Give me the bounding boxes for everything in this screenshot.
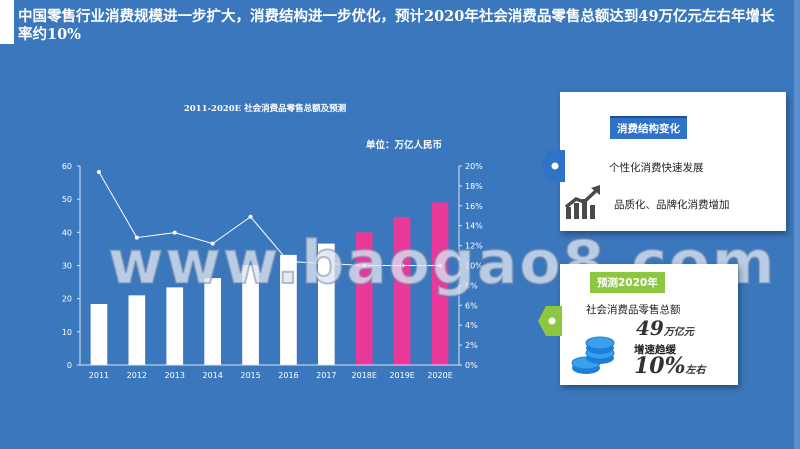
- quality-brand-consumption-text: 品质化、品牌化消费增加: [614, 199, 730, 211]
- growth-point-2011: [96, 169, 101, 174]
- growth-rate-value: 10%左右: [634, 353, 706, 379]
- right-tick-label: 10%: [465, 262, 483, 271]
- card1-side-arrow: [541, 150, 565, 182]
- x-tick-label: 2012: [127, 371, 147, 380]
- x-tick-label: 2018E: [352, 371, 377, 380]
- right-tick-label: 12%: [465, 242, 483, 251]
- right-tick-label: 16%: [465, 202, 483, 211]
- right-tick-label: 2%: [465, 341, 478, 350]
- x-tick-label: 2014: [202, 371, 222, 380]
- growth-point-2013: [172, 230, 177, 235]
- bar-2013: [166, 287, 184, 365]
- right-tick-label: 8%: [465, 281, 478, 290]
- growth-point-2016: [286, 259, 291, 264]
- sales-value: 49万亿元: [636, 316, 694, 340]
- growth-point-2018E: [362, 263, 367, 268]
- unit-label: 单位：万亿人民币: [366, 139, 443, 151]
- left-tick-label: 0: [67, 361, 72, 370]
- x-tick-label: 2017: [316, 371, 336, 380]
- right-tick-label: 0%: [465, 361, 478, 370]
- left-tick-label: 50: [62, 195, 72, 204]
- card2-side-arrow: [538, 306, 562, 336]
- right-tick-label: 18%: [465, 182, 483, 191]
- growth-point-2012: [134, 235, 139, 240]
- chart-title: 2011-2020E 社会消费品零售总额及预测: [184, 103, 347, 114]
- right-tick-label: 6%: [465, 301, 478, 310]
- growth-point-2015: [248, 214, 253, 219]
- right-tick-label: 4%: [465, 321, 478, 330]
- bar-2012: [128, 295, 146, 365]
- growth-point-2014: [210, 241, 215, 246]
- bar-2017: [318, 243, 335, 365]
- growth-point-2019E: [400, 263, 405, 268]
- growth-rate-line: [98, 171, 441, 266]
- bar-2016: [280, 254, 297, 365]
- growth-slowing-label: 增速趋缓: [634, 344, 676, 356]
- x-tick-label: 2020E: [427, 371, 452, 380]
- right-tick-label: 20%: [465, 162, 483, 171]
- x-tick-label: 2011: [89, 371, 109, 380]
- page-headline: 中国零售行业消费规模进一步扩大，消费结构进一步优化，预计2020年社会消费品零售…: [18, 8, 775, 43]
- bar-2014: [204, 278, 221, 365]
- x-tick-label: 2019E: [389, 371, 414, 380]
- growth-point-2017: [324, 261, 329, 266]
- x-tick-label: 2013: [165, 371, 185, 380]
- left-tick-label: 30: [62, 262, 72, 271]
- personalized-consumption-text: 个性化消费快速发展: [609, 162, 704, 174]
- right-edge-bar: [794, 0, 800, 449]
- x-tick-label: 2016: [278, 371, 298, 380]
- bar-2011: [90, 303, 108, 365]
- forecast-2020-tag: 预测2020年: [590, 272, 665, 293]
- left-tick-label: 20: [62, 295, 72, 304]
- left-tick-label: 40: [62, 228, 72, 237]
- consumption-structure-card: [560, 92, 786, 231]
- growth-point-2020E: [438, 263, 443, 268]
- title-accent-bar: [0, 0, 14, 44]
- left-tick-label: 60: [62, 162, 72, 171]
- bar-2020E: [431, 202, 449, 365]
- bar-2018E: [355, 232, 373, 365]
- left-tick-label: 10: [62, 328, 72, 337]
- x-tick-label: 2015: [240, 371, 260, 380]
- consumption-structure-tag: 消费结构变化: [610, 116, 687, 139]
- right-tick-label: 14%: [465, 222, 483, 231]
- bar-2019E: [393, 217, 411, 365]
- rising-chart-icon: [564, 185, 600, 219]
- bar-2015: [242, 265, 259, 365]
- coins-icon: [571, 336, 615, 374]
- total-retail-sales-label: 社会消费品零售总额: [586, 304, 681, 316]
